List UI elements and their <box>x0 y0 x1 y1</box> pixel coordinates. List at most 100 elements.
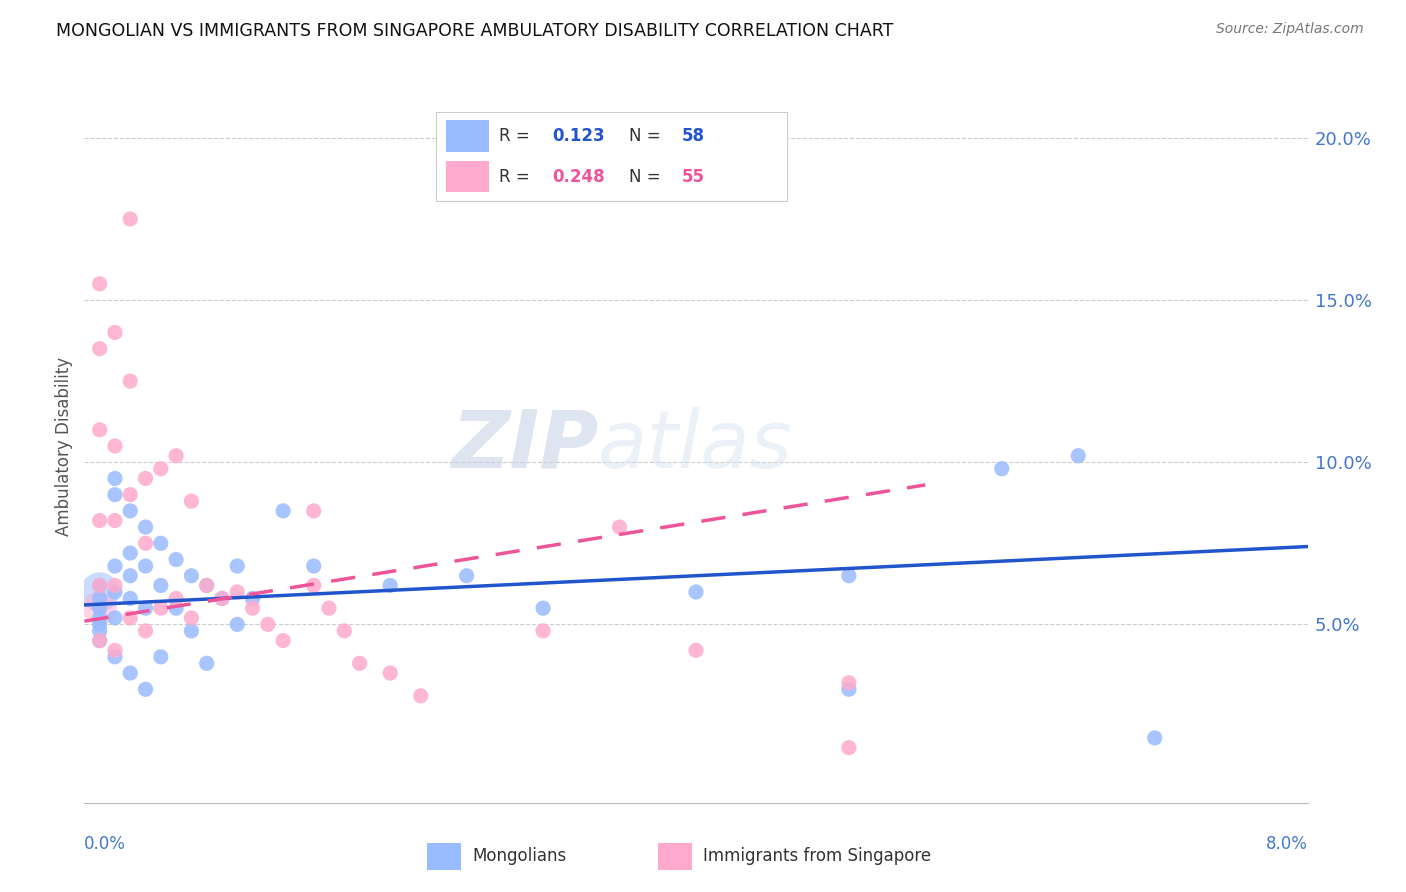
Text: N =: N = <box>630 168 666 186</box>
Text: R =: R = <box>499 168 536 186</box>
Point <box>89 277 111 291</box>
Bar <box>447 120 489 152</box>
Point <box>104 649 127 664</box>
Point <box>120 666 142 681</box>
Point <box>89 578 111 592</box>
Point <box>165 601 187 615</box>
Point <box>89 585 111 599</box>
Point <box>120 211 142 226</box>
Point <box>104 471 127 485</box>
Point <box>333 624 356 638</box>
Point <box>89 601 111 615</box>
Text: R =: R = <box>499 128 536 145</box>
Point <box>104 514 127 528</box>
Text: Immigrants from Singapore: Immigrants from Singapore <box>703 847 931 865</box>
Point <box>104 585 127 599</box>
Point <box>195 578 218 592</box>
Text: 0.248: 0.248 <box>551 168 605 186</box>
Point <box>120 591 142 606</box>
Point <box>89 633 111 648</box>
Point <box>89 342 111 356</box>
Point <box>89 601 111 615</box>
Point <box>456 568 478 582</box>
Point <box>531 601 554 615</box>
Point <box>135 520 157 534</box>
Point <box>257 617 280 632</box>
Bar <box>658 843 692 870</box>
Point <box>318 601 340 615</box>
Point <box>89 624 111 638</box>
Point <box>609 520 631 534</box>
Point <box>149 578 172 592</box>
Point <box>211 591 233 606</box>
Point <box>104 326 127 340</box>
Point <box>838 682 860 697</box>
Point <box>195 578 218 592</box>
Point <box>135 559 157 574</box>
Point <box>380 666 402 681</box>
Text: N =: N = <box>630 128 666 145</box>
Point <box>89 514 111 528</box>
Point <box>165 591 187 606</box>
Point <box>226 617 249 632</box>
Point <box>135 601 157 615</box>
Point <box>838 675 860 690</box>
Point <box>135 682 157 697</box>
Bar <box>447 161 489 192</box>
Y-axis label: Ambulatory Disability: Ambulatory Disability <box>55 357 73 535</box>
Text: Mongolians: Mongolians <box>472 847 567 865</box>
Point <box>165 552 187 566</box>
Point <box>180 611 202 625</box>
Point <box>271 504 294 518</box>
Point <box>409 689 432 703</box>
Point <box>349 657 371 671</box>
Point <box>89 617 111 632</box>
Point <box>120 568 142 582</box>
Point <box>991 461 1014 475</box>
Text: atlas: atlas <box>598 407 793 485</box>
Text: Source: ZipAtlas.com: Source: ZipAtlas.com <box>1216 22 1364 37</box>
Text: 55: 55 <box>682 168 704 186</box>
Point <box>685 585 707 599</box>
Point <box>89 633 111 648</box>
Point <box>180 568 202 582</box>
Point <box>120 488 142 502</box>
Point <box>1143 731 1166 745</box>
Point <box>685 643 707 657</box>
Point <box>242 601 264 615</box>
Point <box>1067 449 1090 463</box>
Point <box>120 374 142 388</box>
Point <box>89 578 111 592</box>
Point <box>242 591 264 606</box>
Point <box>180 624 202 638</box>
Point <box>149 649 172 664</box>
Point <box>104 643 127 657</box>
Point <box>149 536 172 550</box>
Point <box>89 611 111 625</box>
Point <box>89 423 111 437</box>
Point <box>104 559 127 574</box>
Point <box>120 546 142 560</box>
Point <box>135 624 157 638</box>
Point <box>165 449 187 463</box>
Point <box>302 578 325 592</box>
Bar <box>427 843 461 870</box>
Point <box>195 657 218 671</box>
Point <box>180 494 202 508</box>
Point <box>89 591 111 606</box>
Point <box>211 591 233 606</box>
Point <box>104 611 127 625</box>
Point <box>226 559 249 574</box>
Point <box>531 624 554 638</box>
Text: 8.0%: 8.0% <box>1265 835 1308 854</box>
Point <box>104 488 127 502</box>
Point <box>302 559 325 574</box>
Point <box>135 471 157 485</box>
Point <box>120 504 142 518</box>
Text: MONGOLIAN VS IMMIGRANTS FROM SINGAPORE AMBULATORY DISABILITY CORRELATION CHART: MONGOLIAN VS IMMIGRANTS FROM SINGAPORE A… <box>56 22 894 40</box>
Text: 58: 58 <box>682 128 704 145</box>
Point <box>104 439 127 453</box>
Point <box>226 585 249 599</box>
Point <box>149 461 172 475</box>
Point <box>271 633 294 648</box>
